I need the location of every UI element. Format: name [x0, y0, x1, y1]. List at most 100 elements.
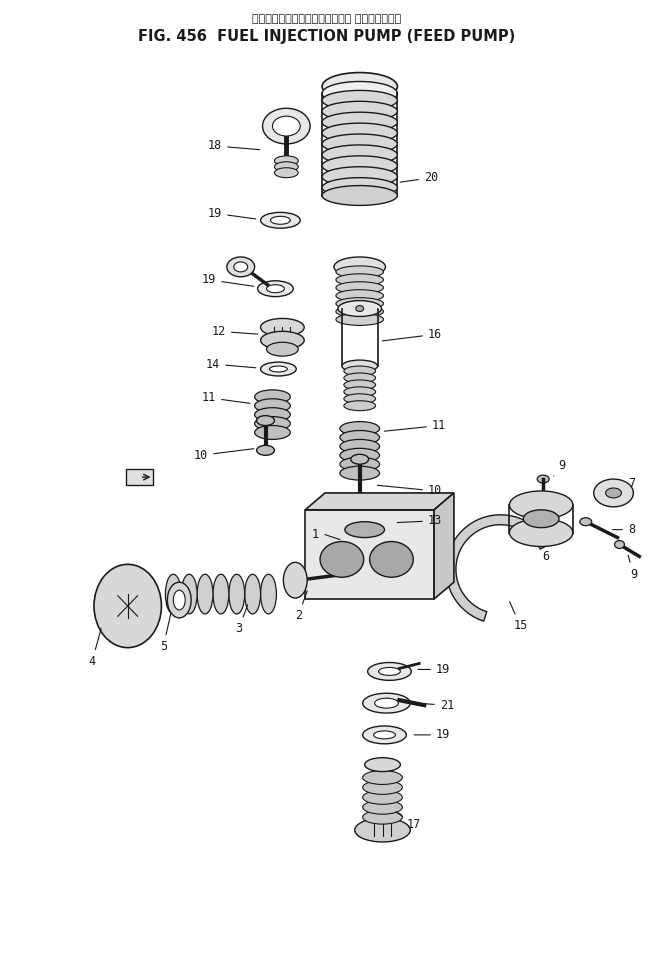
Ellipse shape: [340, 457, 379, 471]
Ellipse shape: [334, 257, 385, 277]
Ellipse shape: [322, 91, 398, 110]
Ellipse shape: [254, 425, 290, 440]
Ellipse shape: [342, 360, 377, 372]
Ellipse shape: [340, 431, 379, 445]
Text: 13: 13: [397, 514, 442, 527]
Text: 4: 4: [88, 629, 101, 668]
Ellipse shape: [336, 314, 383, 326]
Ellipse shape: [373, 731, 396, 739]
Ellipse shape: [363, 726, 406, 744]
Ellipse shape: [336, 305, 383, 318]
Ellipse shape: [523, 510, 559, 527]
Ellipse shape: [363, 770, 402, 785]
Ellipse shape: [368, 662, 411, 681]
Ellipse shape: [580, 518, 592, 526]
Ellipse shape: [336, 282, 383, 293]
Ellipse shape: [363, 800, 402, 814]
Ellipse shape: [267, 342, 298, 356]
Ellipse shape: [275, 168, 298, 177]
Text: 21: 21: [417, 699, 454, 712]
Ellipse shape: [344, 373, 375, 383]
Text: 10: 10: [194, 448, 254, 462]
Text: 16: 16: [383, 328, 442, 341]
Ellipse shape: [322, 177, 398, 198]
Ellipse shape: [227, 257, 254, 277]
Ellipse shape: [336, 290, 383, 301]
Ellipse shape: [260, 319, 304, 336]
Ellipse shape: [256, 446, 275, 455]
Ellipse shape: [375, 698, 398, 708]
Text: 12: 12: [212, 325, 258, 338]
Ellipse shape: [269, 366, 287, 372]
Text: 10: 10: [377, 485, 442, 497]
Polygon shape: [446, 515, 549, 621]
Ellipse shape: [94, 565, 162, 647]
Text: 5: 5: [160, 613, 171, 653]
Ellipse shape: [345, 522, 385, 537]
Ellipse shape: [340, 466, 379, 480]
Ellipse shape: [322, 82, 398, 105]
Ellipse shape: [271, 216, 290, 224]
Ellipse shape: [283, 563, 307, 598]
Ellipse shape: [336, 297, 383, 309]
Ellipse shape: [197, 574, 213, 614]
Ellipse shape: [336, 266, 383, 278]
Ellipse shape: [363, 781, 402, 795]
Text: 2: 2: [295, 591, 307, 622]
Ellipse shape: [254, 399, 290, 412]
Ellipse shape: [363, 791, 402, 804]
Ellipse shape: [322, 112, 398, 132]
Ellipse shape: [340, 421, 379, 436]
Ellipse shape: [262, 108, 310, 144]
Ellipse shape: [267, 285, 284, 292]
Text: 19: 19: [208, 207, 256, 219]
Ellipse shape: [379, 668, 400, 676]
Bar: [305, 510, 434, 599]
Ellipse shape: [173, 590, 185, 610]
Ellipse shape: [322, 185, 398, 206]
Ellipse shape: [606, 488, 621, 498]
Ellipse shape: [338, 300, 381, 317]
Ellipse shape: [322, 134, 398, 154]
Text: 8: 8: [612, 524, 635, 536]
Ellipse shape: [322, 72, 398, 100]
Ellipse shape: [254, 408, 290, 421]
Ellipse shape: [322, 145, 398, 165]
Text: 7: 7: [618, 477, 635, 491]
Ellipse shape: [594, 479, 633, 507]
Text: 11: 11: [202, 391, 250, 405]
Ellipse shape: [344, 401, 375, 410]
Ellipse shape: [344, 366, 375, 376]
Ellipse shape: [260, 332, 304, 349]
Text: FIG. 456  FUEL INJECTION PUMP (FEED PUMP): FIG. 456 FUEL INJECTION PUMP (FEED PUMP): [139, 29, 515, 44]
Text: 11: 11: [385, 419, 446, 432]
Ellipse shape: [275, 162, 298, 172]
Ellipse shape: [351, 494, 369, 504]
Ellipse shape: [346, 517, 373, 526]
Ellipse shape: [351, 454, 369, 464]
Ellipse shape: [344, 394, 375, 404]
Ellipse shape: [340, 448, 379, 462]
Text: 1: 1: [311, 528, 318, 541]
Text: フェエルインジェクションポンプ フィードポンプ: フェエルインジェクションポンプ フィードポンプ: [252, 14, 402, 24]
Text: 17: 17: [396, 812, 421, 831]
Ellipse shape: [275, 156, 298, 166]
Text: 20: 20: [400, 172, 438, 184]
Ellipse shape: [322, 156, 398, 176]
Ellipse shape: [273, 116, 300, 136]
Ellipse shape: [213, 574, 229, 614]
Text: 19: 19: [418, 663, 450, 676]
Ellipse shape: [363, 810, 402, 824]
Ellipse shape: [363, 693, 410, 713]
Text: 6: 6: [543, 534, 549, 563]
Text: 14: 14: [206, 358, 256, 370]
Ellipse shape: [356, 305, 364, 311]
Ellipse shape: [322, 101, 398, 121]
Text: 15: 15: [509, 602, 528, 633]
Text: 9: 9: [628, 555, 637, 581]
Ellipse shape: [254, 416, 290, 431]
Ellipse shape: [322, 123, 398, 143]
Ellipse shape: [344, 380, 375, 390]
Ellipse shape: [245, 574, 260, 614]
Ellipse shape: [336, 274, 383, 286]
